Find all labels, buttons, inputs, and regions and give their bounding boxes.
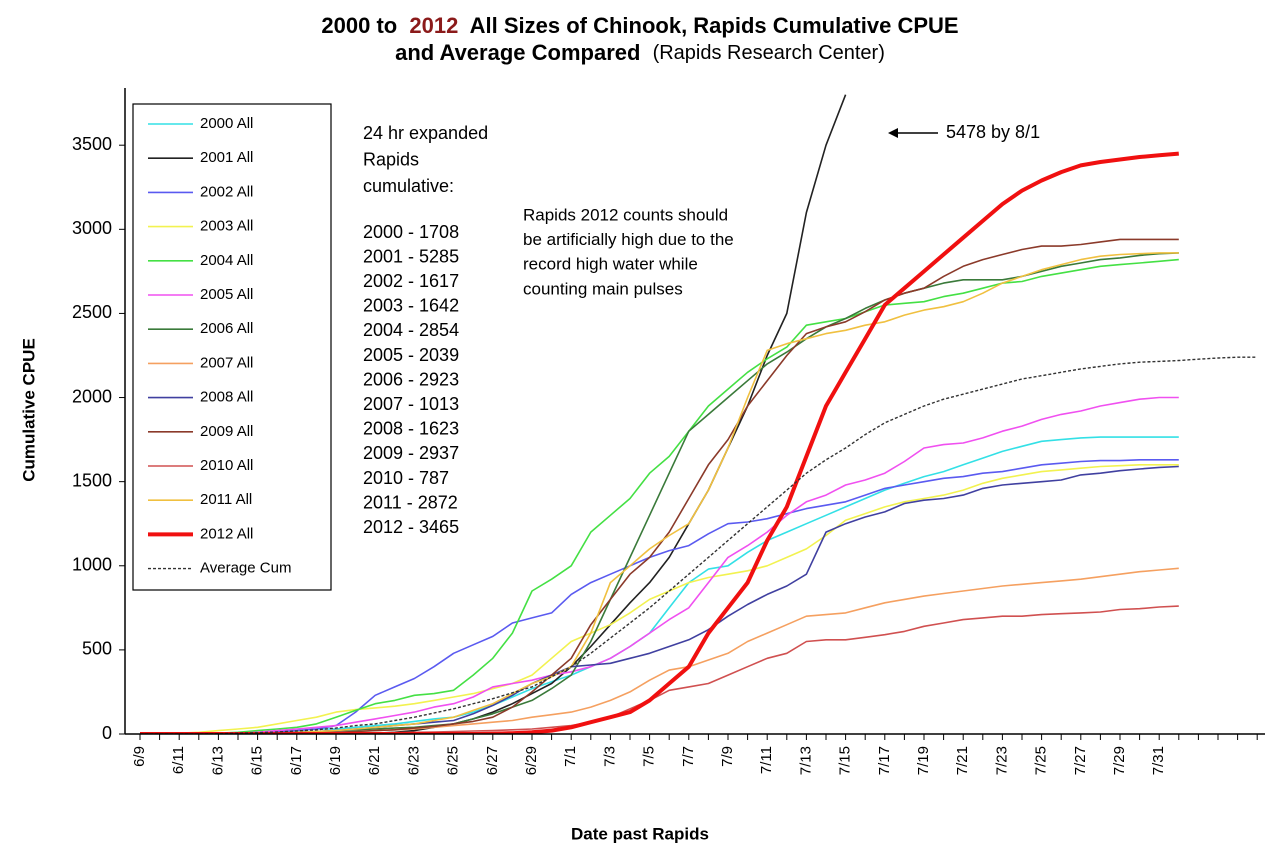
plot-area [139, 94, 1258, 734]
y-tick-label: 2500 [72, 302, 112, 322]
title-highlight: 2012 [409, 13, 458, 38]
x-tick-label: 7/27 [1072, 746, 1089, 775]
series-line [140, 459, 1179, 734]
legend: 2000 All 2001 All 2002 All 2003 All 2004 All… [148, 115, 291, 577]
x-tick-label: 6/13 [209, 746, 226, 775]
series-line [140, 567, 1179, 734]
series-line [140, 151, 1179, 734]
legend-label: 2009 All [200, 423, 253, 440]
legend-label: 2010 All [200, 457, 253, 474]
y-tick-label: 500 [82, 639, 112, 659]
annotation: 2009 - 2937 [363, 443, 459, 463]
annotation: counting main pulses [523, 279, 683, 298]
series-line [140, 356, 1258, 734]
annotation: 2006 - 2923 [363, 369, 459, 389]
annotation: 2010 - 787 [363, 468, 449, 488]
arrow-note: 5478 by 8/1 [946, 122, 1040, 142]
x-tick-label: 7/29 [1111, 746, 1128, 775]
x-tick-label: 7/11 [758, 746, 775, 774]
legend-label: 2005 All [200, 286, 253, 303]
annotation: record high water while [523, 255, 698, 274]
x-tick-label: 7/25 [1033, 746, 1050, 775]
legend-label: 2007 All [200, 354, 253, 371]
legend-label: 2006 All [200, 320, 253, 337]
legend-label: 2000 All [200, 115, 253, 132]
x-tick-label: 7/13 [797, 746, 814, 775]
x-tick-label: 7/3 [601, 746, 618, 767]
annotation: 2007 - 1013 [363, 394, 459, 414]
x-tick-label: 7/1 [562, 746, 579, 767]
title-part: All Sizes of Chinook, Rapids Cumulative … [470, 13, 959, 38]
y-tick-label: 1000 [72, 555, 112, 575]
legend-label: 2011 All [200, 491, 252, 508]
x-tick-label: 7/15 [837, 746, 854, 775]
x-tick-label: 6/27 [484, 746, 501, 775]
series-line [140, 605, 1179, 734]
x-tick-label: 6/25 [445, 746, 462, 775]
arrow-head [888, 128, 898, 138]
series-line [140, 396, 1179, 734]
x-tick-label: 7/7 [680, 746, 697, 767]
x-tick-label: 7/19 [915, 746, 932, 775]
annotation: 2002 - 1617 [363, 271, 459, 291]
x-tick-label: 7/31 [1150, 746, 1167, 775]
subtitle-part: (Rapids Research Center) [653, 42, 885, 64]
x-tick-label: 6/29 [523, 746, 540, 775]
x-tick-label: 6/21 [366, 746, 383, 775]
chart-subtitle: and Average Compared (Rapids Research Ce… [395, 40, 885, 65]
legend-label: 2002 All [200, 183, 253, 200]
annotation: 24 hr expanded [363, 123, 488, 143]
legend-label: Average Cum [200, 560, 291, 577]
title-part: 2000 to [321, 13, 397, 38]
y-tick-label: 0 [102, 723, 112, 743]
y-axis-title: Cumulative CPUE [19, 338, 38, 482]
x-tick-label: 7/23 [993, 746, 1010, 775]
x-tick-label: 7/9 [719, 746, 736, 767]
legend-label: 2003 All [200, 218, 253, 235]
x-tick-label: 7/5 [641, 746, 658, 767]
annotation: 2011 - 2872 [363, 492, 458, 512]
series-line [140, 252, 1179, 734]
x-tick-label: 6/11 [170, 746, 187, 774]
annotation: 2001 - 5285 [363, 246, 459, 266]
annotation: 2005 - 2039 [363, 345, 459, 365]
y-tick-label: 1500 [72, 470, 112, 490]
annotation: Rapids [363, 149, 419, 169]
x-tick-label: 6/17 [288, 746, 305, 775]
annotation: Rapids 2012 counts should [523, 205, 728, 224]
annotation: 2012 - 3465 [363, 517, 459, 537]
annotation: be artificially high due to the [523, 230, 734, 249]
subtitle-part: and Average Compared [395, 40, 640, 65]
legend-box [132, 103, 332, 591]
annotation: cumulative: [363, 176, 454, 196]
x-tick-label: 7/17 [876, 746, 893, 775]
x-tick-label: 7/21 [954, 746, 971, 775]
legend-label: 2012 All [200, 525, 253, 542]
x-tick-label: 6/23 [405, 746, 422, 775]
chart-title: 2000 to 2012 All Sizes of Chinook, Rapid… [321, 13, 958, 38]
y-tick-label: 2000 [72, 386, 112, 406]
annotation: 2004 - 2854 [363, 320, 459, 340]
legend-label: 2001 All [200, 149, 253, 166]
series-line [139, 464, 1179, 734]
x-axis-title: Date past Rapids [571, 824, 709, 843]
x-tick-label: 6/19 [327, 746, 344, 775]
annotation: 2008 - 1623 [363, 419, 459, 439]
y-tick-label: 3500 [72, 134, 112, 154]
legend-label: 2008 All [200, 389, 253, 406]
series-line [140, 258, 1179, 734]
annotation: 2003 - 1642 [363, 296, 459, 316]
legend-label: 2004 All [200, 252, 253, 269]
y-tick-label: 3000 [72, 218, 112, 238]
x-tick-label: 6/9 [131, 746, 148, 767]
x-tick-label: 6/15 [249, 746, 266, 775]
annotations: 24 hr expanded Rapids cumulative: 2000 - 17… [363, 123, 734, 537]
annotation: 2000 - 1708 [363, 222, 459, 242]
